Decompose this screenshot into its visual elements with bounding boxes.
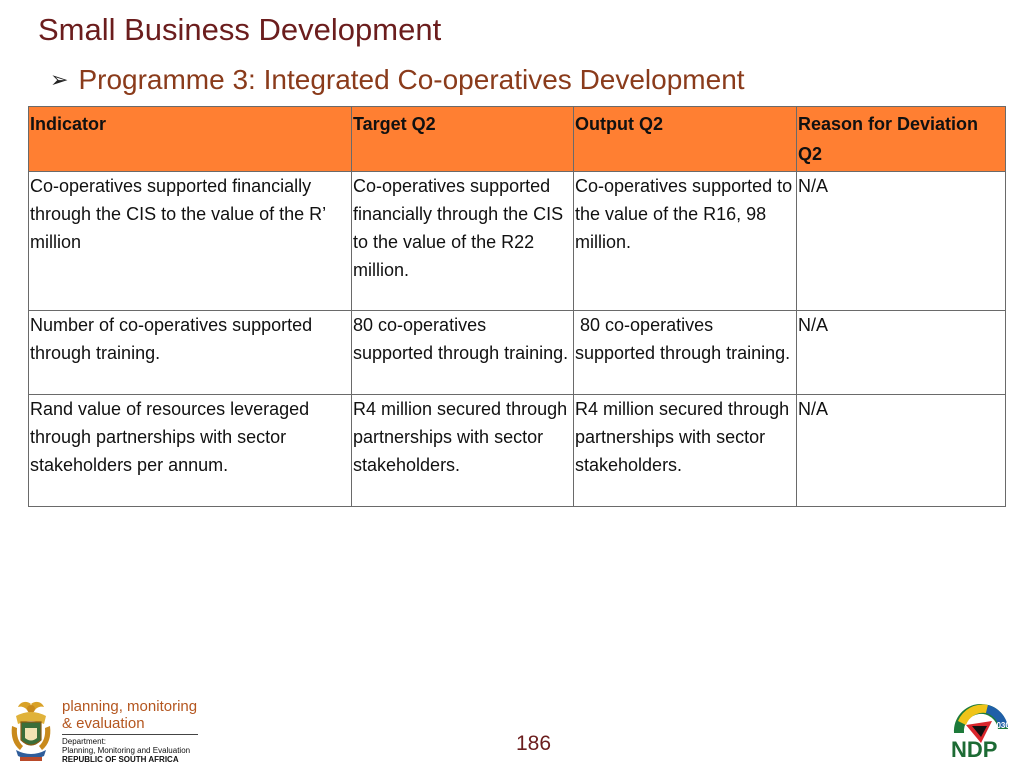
table-cell-reason: N/A — [796, 171, 1006, 311]
table-row: Co-operatives supported financially thro… — [28, 171, 1006, 311]
header-reason-for-deviation: Reason for Deviation Q2 — [796, 106, 1006, 172]
indicator-table: Indicator Target Q2 Output Q2 Reason for… — [28, 106, 1006, 507]
subtitle-text: Programme 3: Integrated Co-operatives De… — [78, 64, 745, 95]
logo-line-2: & evaluation — [62, 715, 145, 732]
table-row: Number of co-operatives supported throug… — [28, 310, 1006, 395]
header-output-q2: Output Q2 — [573, 106, 797, 172]
dept-label: Department: — [62, 737, 107, 746]
logo-line-1: planning, monitoring — [62, 698, 198, 715]
table-header-row: Indicator Target Q2 Output Q2 Reason for… — [28, 106, 1006, 172]
ndp-2030-logo: 2030 NDP — [951, 703, 1010, 761]
ndp-letters: NDP — [951, 737, 997, 761]
table-cell-output: 80 co-operatives supported through train… — [573, 310, 797, 395]
page-number: 186 — [516, 732, 552, 755]
dpme-text: planning, monitoring & evaluation Depart… — [62, 698, 198, 764]
table-cell-output: Co-operatives supported to the value of … — [573, 171, 797, 311]
table-cell-reason: N/A — [796, 310, 1006, 395]
table-cell-output: R4 million secured through partnerships … — [573, 394, 797, 507]
table-cell-target: 80 co-operatives supported through train… — [351, 310, 574, 395]
dept-name: Planning, Monitoring and Evaluation — [62, 746, 191, 755]
arrow-bullet-icon: ➢ — [50, 67, 69, 92]
table-cell-indicator: Co-operatives supported financially thro… — [28, 171, 352, 311]
table-cell-target: R4 million secured through partnerships … — [351, 394, 574, 507]
header-target-q2: Target Q2 — [351, 106, 574, 172]
table-row: Rand value of resources leveraged throug… — [28, 394, 1006, 507]
table-cell-reason: N/A — [796, 394, 1006, 507]
logo-divider — [62, 734, 198, 735]
table-cell-indicator: Number of co-operatives supported throug… — [28, 310, 352, 395]
dpme-logo: planning, monitoring & evaluation Depart… — [6, 698, 206, 764]
ndp-year: 2030 — [992, 721, 1010, 730]
slide-title: Small Business Development — [38, 12, 442, 47]
table-cell-target: Co-operatives supported financially thro… — [351, 171, 574, 311]
slide-subtitle: ➢ Programme 3: Integrated Co-operatives … — [50, 60, 745, 100]
header-indicator: Indicator — [28, 106, 352, 172]
country-name: REPUBLIC OF SOUTH AFRICA — [62, 755, 179, 764]
coat-of-arms-icon — [11, 701, 51, 761]
table-cell-indicator: Rand value of resources leveraged throug… — [28, 394, 352, 507]
